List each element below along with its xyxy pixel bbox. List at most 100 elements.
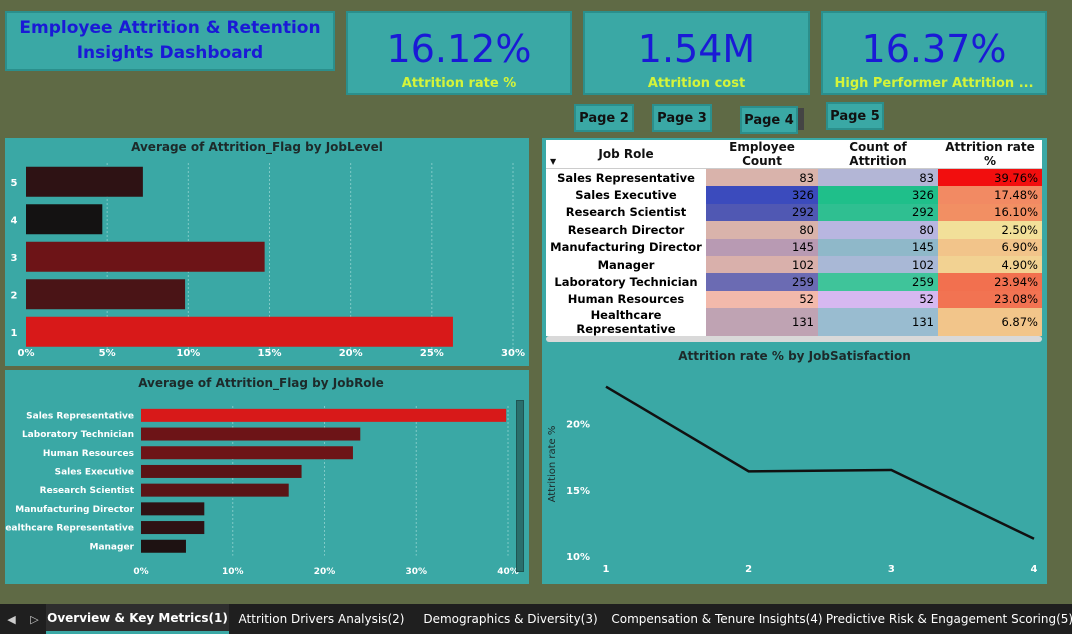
y-tick-label: Manufacturing Director xyxy=(15,505,134,515)
bar xyxy=(141,427,361,441)
sort-down-icon[interactable]: ▼ xyxy=(550,157,557,166)
table-horizontal-scrollbar[interactable] xyxy=(546,336,1042,342)
jobrole-chart: 0% 10% 20% 30% 40% Sales Representative Labora… xyxy=(5,406,519,577)
x-tick-label: 10% xyxy=(176,348,200,359)
chevron-right-icon[interactable]: ▷ xyxy=(30,612,39,626)
y-tick-label: Sales Executive xyxy=(55,467,134,477)
page-4-button-edge xyxy=(798,108,804,130)
tab-attrition-drivers[interactable]: Attrition Drivers Analysis(2) xyxy=(238,612,405,626)
cell-count-of-attrition: 145 xyxy=(818,238,938,256)
joblevel-chart: 0% 5% 10% 15% 20% 25% 30% 5 4 3 2 1 xyxy=(11,163,525,359)
kpi-attrition-cost: 1.54M Attrition cost xyxy=(583,11,810,95)
bar xyxy=(141,464,302,478)
bar xyxy=(26,204,103,235)
y-tick-label: Sales Representative xyxy=(26,411,134,421)
cell-job-role: Research Director xyxy=(546,221,706,239)
header-employee-count[interactable]: Employee Count xyxy=(706,140,818,169)
cell-attrition-rate: 23.08% xyxy=(938,290,1042,309)
jobrole-table: Job Role ▼ Employee Count Count of Attrit… xyxy=(546,140,1042,337)
page-5-button[interactable]: Page 5 xyxy=(826,102,884,130)
table-row[interactable]: Manufacturing Director 145 145 6.90% xyxy=(546,238,1042,256)
table-row[interactable]: Human Resources 52 52 23.08% xyxy=(546,290,1042,309)
table-row[interactable]: Manager 102 102 4.90% xyxy=(546,255,1042,274)
bar xyxy=(141,446,353,460)
page-tab-bar: ◀ ▷ Overview & Key Metrics(1) Attrition … xyxy=(0,604,1072,634)
cell-attrition-rate: 16.10% xyxy=(938,203,1042,222)
bar xyxy=(141,408,507,422)
cell-count-of-attrition: 259 xyxy=(818,273,938,291)
x-tick-label: 25% xyxy=(420,348,444,359)
kpi-attrition-rate: 16.12% Attrition rate % xyxy=(346,11,572,95)
cell-employee-count: 80 xyxy=(706,221,818,239)
satisfaction-chart: 20% 15% 10% 1 2 3 4 Attrition rate % xyxy=(547,385,1038,575)
cell-job-role: Manufacturing Director xyxy=(546,238,706,256)
table-row[interactable]: Research Director 80 80 2.50% xyxy=(546,221,1042,239)
table-row[interactable]: Sales Representative 83 83 39.76% xyxy=(546,168,1042,187)
x-tick-label: 30% xyxy=(501,348,525,359)
jobrole-chart-title: Average of Attrition_Flag by JobRole xyxy=(138,376,384,390)
tab-demographics[interactable]: Demographics & Diversity(3) xyxy=(423,612,598,626)
table-row[interactable]: Sales Executive 326 326 17.48% xyxy=(546,186,1042,204)
tab-overview[interactable]: Overview & Key Metrics(1) xyxy=(46,604,229,634)
joblevel-chart-panel: Average of Attrition_Flag by JobLevel 0%… xyxy=(5,138,529,366)
bar xyxy=(26,241,265,272)
tab-nav: ◀ ▷ xyxy=(0,613,46,626)
dashboard-title-line2: Insights Dashboard xyxy=(76,43,264,63)
page-2-button[interactable]: Page 2 xyxy=(574,104,634,132)
kpi-value: 16.37% xyxy=(861,27,1007,71)
y-tick-label: 5 xyxy=(11,178,18,189)
x-tick-label: 20% xyxy=(314,567,336,577)
cell-attrition-rate: 6.87% xyxy=(938,308,1042,337)
cell-attrition-rate: 2.50% xyxy=(938,221,1042,239)
bar xyxy=(141,502,205,516)
cell-count-of-attrition: 102 xyxy=(818,255,938,274)
tab-predictive-risk[interactable]: Predictive Risk & Engagement Scoring(5) xyxy=(825,612,1072,626)
y-tick-label: 2 xyxy=(11,290,18,301)
header-count-of-attrition[interactable]: Count of Attrition xyxy=(818,140,938,169)
header-attrition-rate[interactable]: Attrition rate % xyxy=(938,140,1042,169)
cell-count-of-attrition: 83 xyxy=(818,168,938,187)
kpi-label: Attrition rate % xyxy=(401,76,517,91)
cell-employee-count: 52 xyxy=(706,290,818,309)
table-row[interactable]: Healthcare Representative 131 131 6.87% xyxy=(546,308,1042,337)
dashboard-title-card: Employee Attrition & Retention Insights … xyxy=(5,11,335,71)
y-tick-label: 20% xyxy=(566,420,590,431)
y-tick-label: Manager xyxy=(90,542,135,552)
cell-job-role: Human Resources xyxy=(546,290,706,309)
cell-attrition-rate: 39.76% xyxy=(938,168,1042,187)
x-tick-label: 10% xyxy=(222,567,244,577)
x-tick-label: 0% xyxy=(133,567,148,577)
series-line xyxy=(605,385,1035,540)
bar xyxy=(26,166,143,197)
x-tick-label: 0% xyxy=(18,348,35,359)
jobrole-scrollbar[interactable] xyxy=(516,400,524,572)
cell-count-of-attrition: 326 xyxy=(818,186,938,204)
bar xyxy=(26,316,453,347)
x-tick-label: 40% xyxy=(497,567,519,577)
cell-job-role: Sales Representative xyxy=(546,168,706,187)
bar xyxy=(141,483,289,497)
table-row[interactable]: Laboratory Technician 259 259 23.94% xyxy=(546,273,1042,291)
x-tick-label: 20% xyxy=(339,348,363,359)
y-tick-label: 3 xyxy=(11,253,18,264)
satisfaction-chart-panel: Attrition rate % by JobSatisfaction 20% 1… xyxy=(542,344,1047,584)
cell-employee-count: 145 xyxy=(706,238,818,256)
cell-employee-count: 259 xyxy=(706,273,818,291)
y-axis-label: Attrition rate % xyxy=(547,426,558,503)
page-3-button[interactable]: Page 3 xyxy=(652,104,712,132)
kpi-value: 16.12% xyxy=(386,27,532,71)
kpi-high-performer-attrition: 16.37% High Performer Attrition ... xyxy=(821,11,1047,95)
cell-job-role: Healthcare Representative xyxy=(546,308,706,337)
cell-count-of-attrition: 80 xyxy=(818,221,938,239)
dashboard-title-line1: Employee Attrition & Retention xyxy=(19,18,321,38)
cell-job-role: Sales Executive xyxy=(546,186,706,204)
tab-compensation[interactable]: Compensation & Tenure Insights(4) xyxy=(611,612,823,626)
bar xyxy=(141,521,205,535)
table-row[interactable]: Research Scientist 292 292 16.10% xyxy=(546,203,1042,222)
chevron-left-icon[interactable]: ◀ xyxy=(7,612,16,626)
header-job-role[interactable]: Job Role ▼ xyxy=(546,140,706,169)
page-4-button[interactable]: Page 4 xyxy=(740,106,798,134)
cell-employee-count: 102 xyxy=(706,255,818,274)
cell-job-role: Research Scientist xyxy=(546,203,706,222)
cell-employee-count: 83 xyxy=(706,168,818,187)
